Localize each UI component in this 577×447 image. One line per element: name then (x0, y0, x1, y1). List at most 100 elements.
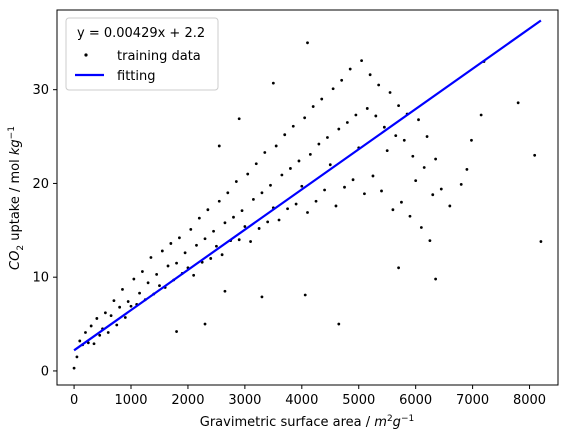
data-point (175, 330, 178, 333)
x-tick-label: 0 (70, 393, 78, 408)
data-point (217, 144, 221, 148)
data-point (348, 67, 352, 71)
data-point (314, 199, 318, 203)
data-point (286, 207, 289, 211)
data-point (337, 127, 341, 131)
data-point (448, 204, 452, 208)
data-point (289, 167, 292, 170)
x-axis-label: Gravimetric surface area / m2g−1 (200, 414, 414, 430)
data-point (203, 322, 207, 326)
data-point (269, 183, 272, 187)
data-point (328, 163, 332, 167)
data-point (311, 105, 315, 108)
fit-line-layer (73, 19, 542, 352)
data-point (158, 284, 161, 288)
data-point (271, 81, 275, 85)
data-point (320, 97, 324, 101)
legend-box (65, 17, 219, 91)
data-point (400, 200, 403, 204)
data-point (232, 215, 235, 219)
data-point (459, 182, 463, 186)
data-point (212, 229, 215, 233)
data-point (86, 341, 90, 345)
data-point (283, 133, 287, 137)
data-point (237, 117, 241, 121)
data-point (155, 272, 159, 276)
data-point (254, 162, 258, 166)
data-point (263, 151, 267, 154)
data-point (303, 293, 307, 297)
y-tick-label: 20 (32, 177, 49, 192)
data-point (343, 185, 346, 189)
data-point (149, 256, 153, 259)
data-point (382, 125, 386, 129)
data-point (388, 91, 392, 94)
x-tick-label: 2000 (171, 393, 204, 408)
data-point (323, 188, 326, 192)
y-axis-label: CO2 uptake / mol kg−1 (7, 126, 26, 270)
data-point (246, 172, 250, 176)
data-point (260, 191, 264, 195)
data-point (306, 41, 309, 45)
data-point (209, 257, 213, 260)
data-point (203, 237, 207, 241)
data-point (226, 191, 230, 195)
data-point (240, 209, 244, 213)
data-point (397, 266, 400, 270)
data-point (431, 193, 435, 197)
data-point (243, 225, 247, 228)
data-point (75, 355, 79, 359)
data-point (297, 159, 301, 163)
data-point (206, 208, 210, 212)
data-point (192, 273, 196, 277)
data-point (220, 253, 224, 257)
data-point (121, 287, 124, 291)
legend-title: y = 0.00429x + 2.2 (77, 26, 205, 41)
data-point (417, 118, 420, 122)
data-point (394, 134, 398, 138)
data-point (115, 323, 119, 327)
data-point (439, 187, 443, 191)
data-point (260, 295, 264, 299)
data-point (303, 116, 307, 120)
data-point (363, 192, 366, 196)
data-point (465, 167, 469, 171)
data-point (277, 218, 281, 222)
data-point (252, 197, 255, 201)
x-tick-label: 3000 (228, 393, 261, 408)
data-point (334, 204, 338, 208)
legend-training-label: training data (117, 49, 201, 64)
data-point (414, 179, 418, 183)
data-point (118, 305, 122, 309)
legend: y = 0.00429x + 2.2 training data fitting (65, 17, 219, 91)
data-point (195, 243, 198, 247)
data-point (434, 277, 437, 281)
data-point (106, 331, 110, 334)
data-point (291, 124, 295, 128)
data-point (223, 289, 227, 293)
data-point (237, 238, 241, 242)
data-point (189, 227, 193, 231)
data-point (183, 251, 187, 255)
data-point (217, 199, 221, 203)
data-point (294, 202, 298, 206)
data-point (419, 226, 423, 229)
data-point (340, 78, 344, 82)
data-point (351, 178, 355, 182)
x-axis-ticks: 0 1000 2000 3000 4000 5000 6000 7000 8000 (70, 385, 546, 408)
data-point (197, 216, 201, 220)
data-point (72, 366, 76, 370)
data-point (92, 342, 96, 346)
y-tick-label: 10 (32, 271, 49, 286)
data-point (160, 249, 164, 253)
data-point (138, 291, 141, 295)
data-point (112, 299, 116, 303)
data-point (331, 87, 335, 91)
x-tick-label: 4000 (285, 393, 318, 408)
data-point (132, 277, 136, 281)
data-point (479, 113, 483, 117)
data-point (380, 189, 383, 193)
data-point (365, 107, 369, 110)
data-point (308, 152, 312, 156)
